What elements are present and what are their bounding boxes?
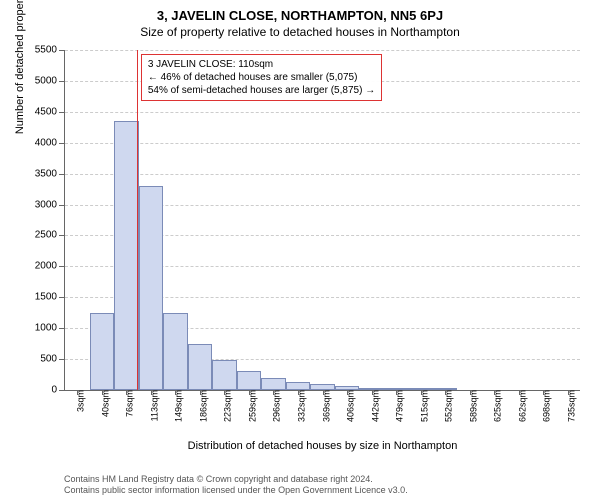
x-tick-label: 625sqm bbox=[486, 390, 503, 422]
histogram-bar bbox=[286, 382, 311, 390]
reference-marker-line bbox=[137, 50, 138, 390]
x-tick-label: 442sqm bbox=[363, 390, 380, 422]
x-tick-label: 406sqm bbox=[339, 390, 356, 422]
title-sub: Size of property relative to detached ho… bbox=[0, 23, 600, 39]
footer-attribution: Contains HM Land Registry data © Crown c… bbox=[64, 474, 408, 497]
y-tick-label: 5500 bbox=[35, 45, 65, 56]
annotation-line-2: ← 46% of detached houses are smaller (5,… bbox=[148, 71, 375, 84]
y-tick-label: 1500 bbox=[35, 292, 65, 303]
histogram-bar bbox=[90, 313, 115, 390]
y-tick-label: 3500 bbox=[35, 168, 65, 179]
x-tick-label: 735sqm bbox=[559, 390, 576, 422]
x-axis-title: Distribution of detached houses by size … bbox=[65, 440, 580, 452]
x-tick-label: 3sqm bbox=[69, 390, 86, 412]
x-tick-label: 332sqm bbox=[289, 390, 306, 422]
y-tick-label: 3000 bbox=[35, 199, 65, 210]
x-tick-label: 186sqm bbox=[191, 390, 208, 422]
footer-line-2: Contains public sector information licen… bbox=[64, 485, 408, 496]
y-tick-label: 5000 bbox=[35, 75, 65, 86]
x-tick-label: 76sqm bbox=[118, 390, 135, 417]
grid-line bbox=[65, 112, 580, 113]
y-tick-label: 4500 bbox=[35, 106, 65, 117]
histogram-bar bbox=[212, 360, 237, 390]
histogram-chart: Distribution of detached houses by size … bbox=[64, 50, 580, 391]
x-tick-label: 698sqm bbox=[535, 390, 552, 422]
annotation-line-3: 54% of semi-detached houses are larger (… bbox=[148, 84, 375, 97]
grid-line bbox=[65, 174, 580, 175]
x-tick-label: 589sqm bbox=[461, 390, 478, 422]
y-tick-label: 4000 bbox=[35, 137, 65, 148]
y-axis-title: Number of detached properties bbox=[14, 0, 26, 134]
histogram-bar bbox=[163, 313, 188, 390]
annotation-line-1: 3 JAVELIN CLOSE: 110sqm bbox=[148, 58, 375, 71]
x-tick-label: 296sqm bbox=[265, 390, 282, 422]
title-main: 3, JAVELIN CLOSE, NORTHAMPTON, NN5 6PJ bbox=[0, 0, 600, 23]
x-tick-label: 149sqm bbox=[167, 390, 184, 422]
x-tick-label: 552sqm bbox=[437, 390, 454, 422]
x-tick-label: 259sqm bbox=[240, 390, 257, 422]
histogram-bar bbox=[261, 378, 286, 390]
x-tick-label: 369sqm bbox=[314, 390, 331, 422]
y-tick-label: 500 bbox=[40, 354, 65, 365]
x-tick-label: 662sqm bbox=[510, 390, 527, 422]
y-tick-label: 1000 bbox=[35, 323, 65, 334]
histogram-bar bbox=[139, 186, 164, 390]
y-tick-label: 0 bbox=[51, 385, 65, 396]
x-tick-label: 40sqm bbox=[93, 390, 110, 417]
histogram-bar bbox=[188, 344, 213, 390]
y-tick-label: 2000 bbox=[35, 261, 65, 272]
histogram-bar bbox=[114, 121, 139, 390]
x-tick-label: 223sqm bbox=[216, 390, 233, 422]
x-tick-label: 479sqm bbox=[388, 390, 405, 422]
histogram-bar bbox=[237, 371, 262, 390]
x-tick-label: 515sqm bbox=[412, 390, 429, 422]
y-tick-label: 2500 bbox=[35, 230, 65, 241]
grid-line bbox=[65, 143, 580, 144]
annotation-callout: 3 JAVELIN CLOSE: 110sqm← 46% of detached… bbox=[141, 54, 382, 101]
grid-line bbox=[65, 50, 580, 51]
footer-line-1: Contains HM Land Registry data © Crown c… bbox=[64, 474, 408, 485]
x-tick-label: 113sqm bbox=[142, 390, 159, 421]
